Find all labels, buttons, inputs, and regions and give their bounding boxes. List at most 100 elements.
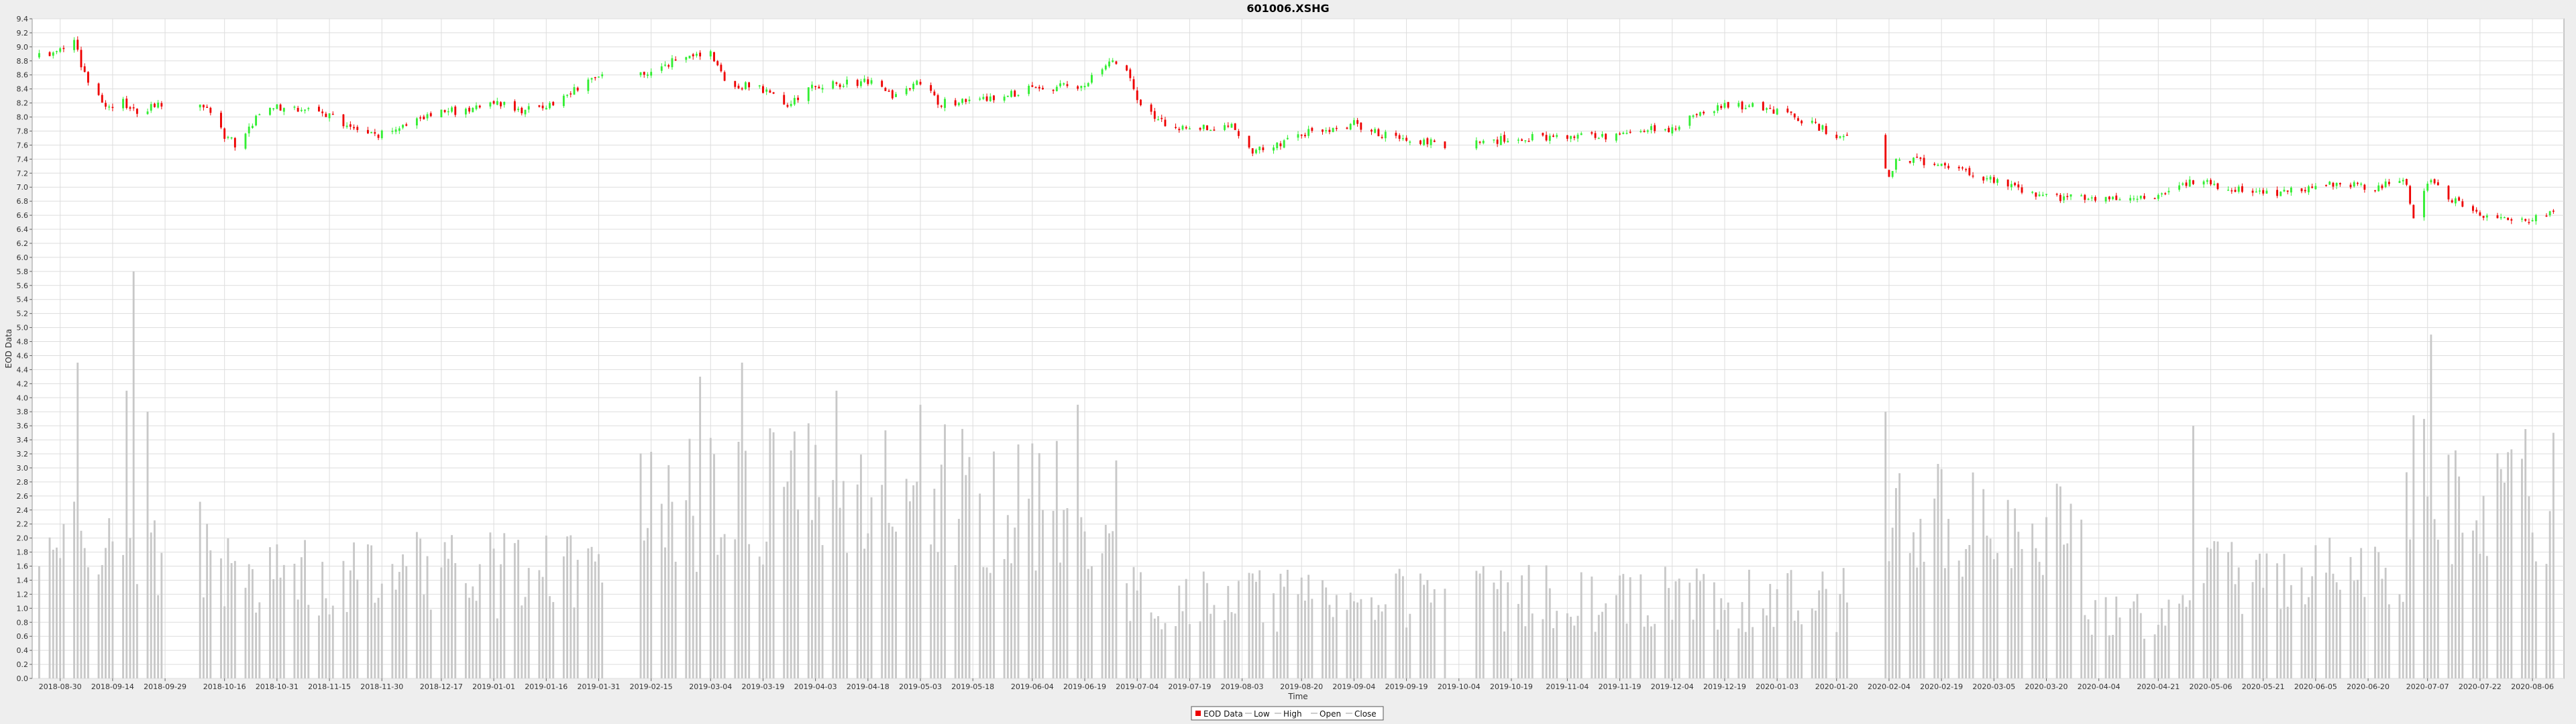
candle-body <box>1619 133 1621 135</box>
volume-bar <box>62 524 65 678</box>
volume-bar <box>328 614 331 678</box>
volume-bar <box>1790 570 1792 678</box>
candle-body <box>821 88 824 90</box>
candle-body <box>2402 180 2404 182</box>
volume-bar <box>1014 527 1016 678</box>
candle-body <box>1891 171 1894 177</box>
candle-body <box>1479 141 1481 143</box>
candle-body <box>1283 140 1285 148</box>
candle-body <box>1678 127 1680 130</box>
volume-bar <box>122 554 124 678</box>
candle-body <box>374 132 376 134</box>
volume-bar <box>1552 628 1554 678</box>
candle-body <box>1727 102 1729 108</box>
candle-body <box>521 107 523 113</box>
volume-bar <box>2412 415 2415 678</box>
volume-bar <box>2084 615 2086 678</box>
candle-body <box>1031 85 1034 87</box>
volume-bar <box>1916 567 1919 678</box>
x-tick-label: 2019-07-04 <box>1116 682 1159 691</box>
x-tick-label: 2020-06-20 <box>2347 682 2390 691</box>
candle-body <box>1227 125 1230 127</box>
volume-bar <box>97 574 100 678</box>
candle-body <box>1188 128 1191 130</box>
volume-bar <box>570 535 572 678</box>
candle-body <box>1786 108 1789 113</box>
volume-bar <box>353 542 356 678</box>
candle-body <box>2090 197 2093 198</box>
volume-bar <box>56 547 58 678</box>
volume-bar <box>154 520 156 678</box>
candle-body <box>83 66 86 72</box>
y-tick-label: 7.4 <box>17 155 29 164</box>
volume-bar <box>398 572 400 678</box>
candle-body <box>1374 129 1377 133</box>
candle-body <box>1409 141 1411 143</box>
candle-body <box>1723 103 1726 108</box>
volume-bar <box>443 542 446 678</box>
y-tick-label: 0.4 <box>17 646 29 655</box>
candle-body <box>2335 182 2338 186</box>
volume-bar <box>206 524 209 678</box>
candle-body <box>1433 140 1436 142</box>
volume-bar <box>478 564 481 678</box>
volume-bar <box>734 539 737 678</box>
candle-body <box>1230 123 1233 128</box>
volume-bar <box>1161 629 1163 678</box>
volume-bar <box>2139 613 2142 678</box>
x-tick-label: 2020-02-19 <box>1920 682 1963 691</box>
candle-body <box>1943 163 1946 166</box>
candle-body <box>1671 127 1674 134</box>
volume-bar <box>1664 566 1666 678</box>
volume-bar <box>933 488 936 678</box>
volume-bar <box>2521 459 2523 678</box>
volume-bar <box>2157 624 2159 678</box>
volume-bar <box>2143 638 2145 678</box>
volume-bar <box>527 568 530 678</box>
candle-body <box>2129 198 2132 201</box>
volume-bar <box>297 599 299 678</box>
volume-bar <box>129 538 131 678</box>
candle-body <box>1744 108 1747 109</box>
legend-label-close: Close <box>1354 709 1377 719</box>
volume-bar <box>2353 581 2355 678</box>
volume-bar <box>1594 631 1597 678</box>
y-tick-label: 7.0 <box>17 183 29 192</box>
candle-body <box>454 107 457 115</box>
candle-body <box>472 107 474 113</box>
volume-bar <box>48 537 51 678</box>
volume-bar <box>1737 628 1740 678</box>
candle-body <box>573 87 576 95</box>
y-tick-label: 8.4 <box>17 85 29 94</box>
y-tick-label: 5.2 <box>17 310 29 318</box>
legend-label-low: Low <box>1254 709 1270 719</box>
candle-body <box>2374 190 2376 192</box>
volume-bar <box>1311 599 1313 678</box>
candle-body <box>1017 95 1020 97</box>
candle-body <box>279 104 282 111</box>
candle-body <box>2475 209 2478 212</box>
x-tick-label: 2020-02-04 <box>1868 682 1911 691</box>
candle-body <box>1923 158 1925 166</box>
candle-body <box>223 128 226 139</box>
candle-body <box>1091 74 1093 83</box>
candle-body <box>1839 136 1841 138</box>
candle-body <box>1063 83 1065 85</box>
candle-body <box>1496 139 1499 144</box>
candle-body <box>1968 168 1971 176</box>
candle-body <box>1276 142 1279 149</box>
candle-body <box>905 88 908 95</box>
candle-body <box>1132 79 1135 89</box>
candle-body <box>863 78 866 82</box>
volume-bar <box>1957 560 1960 678</box>
candle-body <box>1224 125 1226 130</box>
volume-bar <box>2231 542 2233 678</box>
volume-bar <box>146 412 149 678</box>
candle-body <box>258 114 261 115</box>
candle-body <box>1521 139 1523 141</box>
candle-body <box>468 107 471 112</box>
candle-body <box>562 95 565 107</box>
volume-bar <box>1087 568 1089 678</box>
volume-bar <box>451 535 453 678</box>
volume-bar <box>2426 496 2429 678</box>
